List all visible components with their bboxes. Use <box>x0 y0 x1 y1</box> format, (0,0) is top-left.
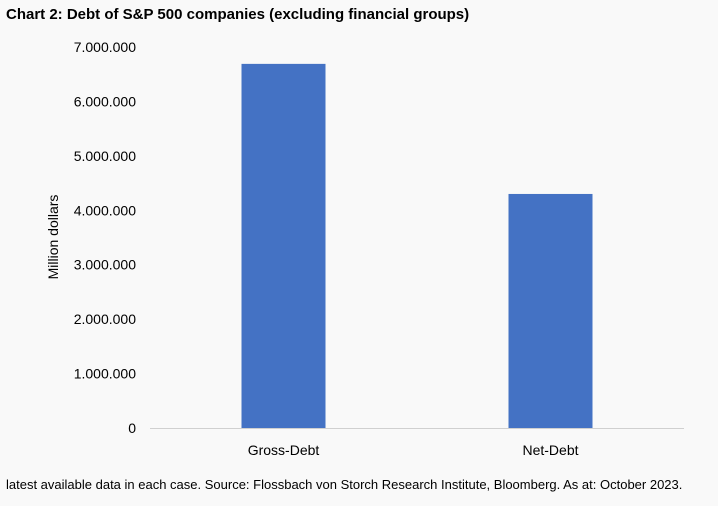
x-tick-label: Net-Debt <box>522 442 578 458</box>
y-tick-label: 5.000.000 <box>74 148 136 164</box>
y-tick-label: 6.000.000 <box>74 93 136 109</box>
y-tick-label: 0 <box>128 420 136 436</box>
y-tick-label: 2.000.000 <box>74 311 136 327</box>
y-tick-label: 1.000.000 <box>74 366 136 382</box>
y-tick-label: 3.000.000 <box>74 257 136 273</box>
y-axis-label: Million dollars <box>45 195 61 280</box>
x-tick-label: Gross-Debt <box>248 442 320 458</box>
bar-gross-debt <box>241 63 326 428</box>
y-tick-label: 7.000.000 <box>74 39 136 55</box>
chart-title: Chart 2: Debt of S&P 500 companies (excl… <box>6 6 470 23</box>
y-tick-label: 4.000.000 <box>74 202 136 218</box>
chart-footnote: latest available data in each case. Sour… <box>6 477 683 492</box>
bar-net-debt <box>508 193 593 428</box>
